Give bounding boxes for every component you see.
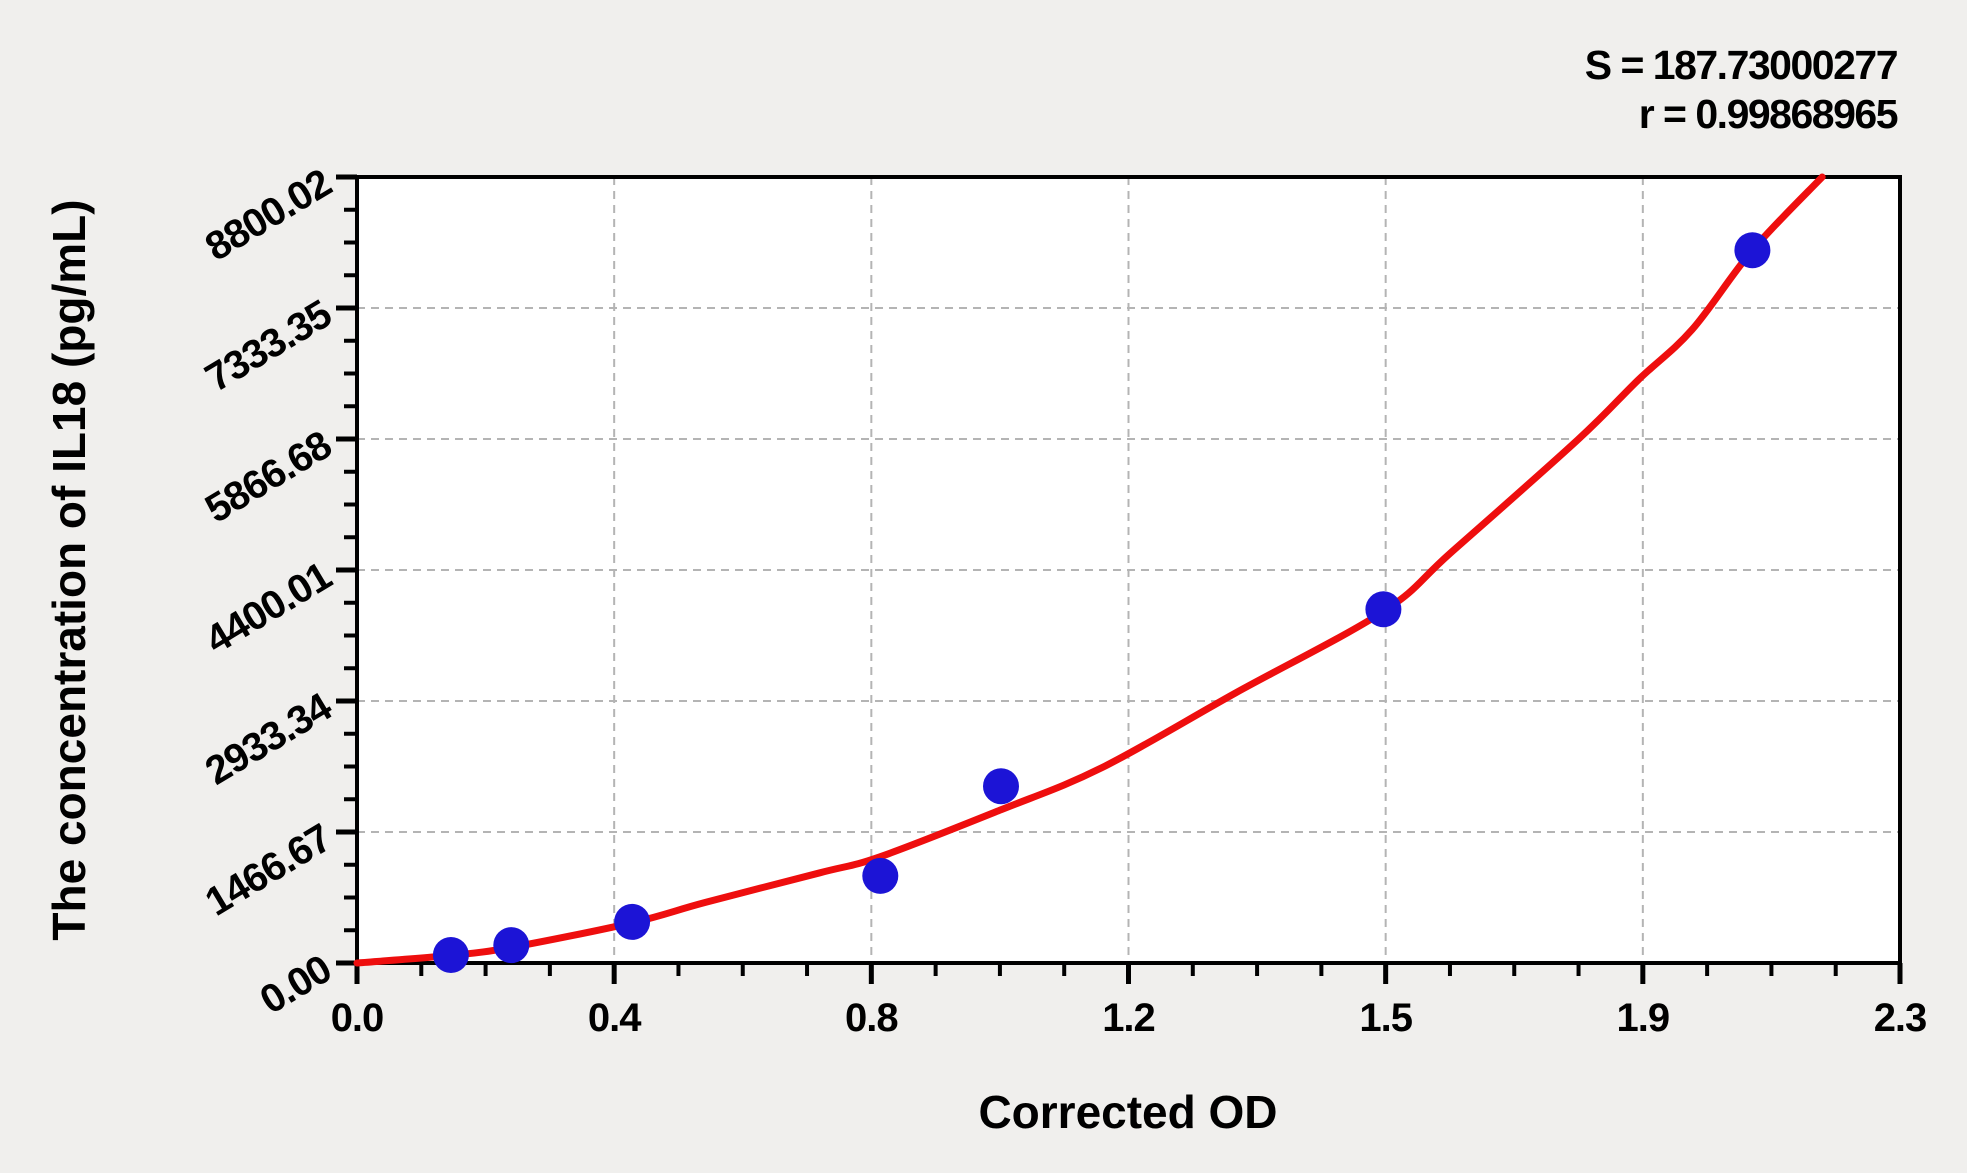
standard-data-point <box>862 857 899 894</box>
data-points <box>432 232 1771 973</box>
standard-data-point <box>983 768 1019 805</box>
x-tick-label: 1.9 <box>1617 996 1670 1040</box>
gridlines <box>357 177 1900 963</box>
standard-data-point <box>1365 591 1402 628</box>
stat-r-value: r = 0.99868965 <box>1639 91 1898 137</box>
y-tick-label: 2933.34 <box>198 684 340 793</box>
x-tick-label: 1.5 <box>1359 996 1412 1040</box>
x-tick-label: 0.0 <box>331 996 384 1040</box>
stat-s-value: S = 187.73000277 <box>1585 42 1897 88</box>
standard-data-point <box>614 903 651 940</box>
x-tick-label: 1.2 <box>1102 996 1155 1040</box>
y-tick-label: 4400.01 <box>198 554 339 663</box>
standard-data-point <box>1734 232 1771 269</box>
y-tick-label: 1466.67 <box>198 816 339 925</box>
y-axis-title: The concentration of IL18 (pg/mL) <box>43 199 95 940</box>
y-tick-label: 7333.35 <box>198 292 339 401</box>
y-tick-label: 8800.02 <box>198 161 339 270</box>
x-axis-tick-labels: 0.0 0.4 0.8 1.2 1.5 1.9 2.3 <box>331 996 1928 1040</box>
standard-data-point <box>493 927 530 964</box>
y-axis-tick-labels: 0.00 1466.67 2933.34 4400.01 5866.68 7333.35 8… <box>198 161 340 1023</box>
y-tick-label: 5866.68 <box>198 423 339 532</box>
x-tick-label: 0.8 <box>845 996 898 1040</box>
standard-data-point <box>432 937 469 973</box>
x-tick-label: 2.3 <box>1874 996 1927 1040</box>
y-tick-label: 0.00 <box>253 947 339 1023</box>
x-axis-title: Corrected OD <box>978 1086 1277 1138</box>
x-tick-label: 0.4 <box>588 996 642 1040</box>
